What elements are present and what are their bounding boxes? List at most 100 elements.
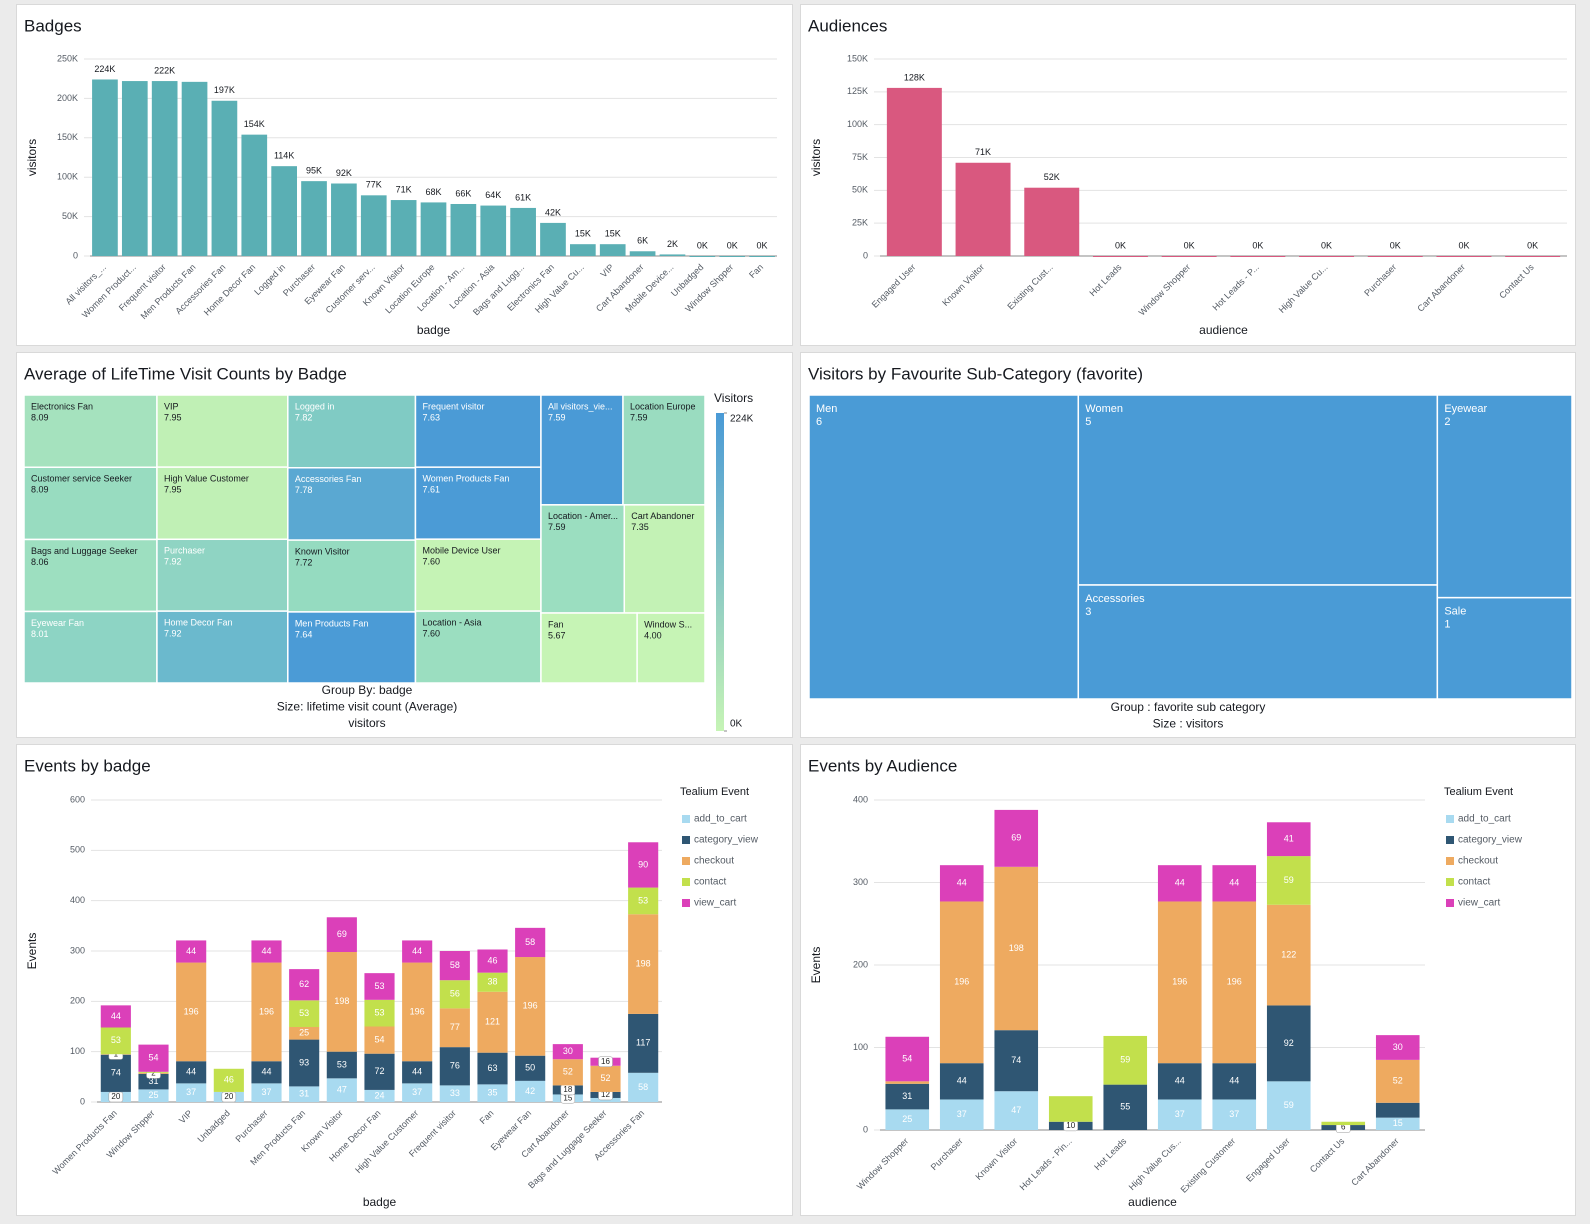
tile-value: 5 [1085, 416, 1091, 428]
tile-value: 7.78 [295, 485, 313, 495]
data-label: 44 [186, 1067, 196, 1077]
x-tick-label: Fan [478, 1108, 496, 1126]
data-label: 37 [957, 1109, 967, 1119]
tile [1436, 394, 1573, 599]
tile [1077, 584, 1439, 700]
bar [211, 100, 238, 256]
data-label: 128K [904, 72, 925, 82]
bar-segment [1157, 1099, 1202, 1130]
bar-segment [364, 1089, 395, 1102]
y-tick-label: 0 [73, 250, 78, 260]
tile-value: 7.95 [164, 485, 182, 495]
tile-label: Sale [1444, 606, 1466, 618]
tile [414, 394, 542, 468]
tile-value: 4.00 [644, 630, 662, 640]
data-label: 117 [636, 1038, 650, 1048]
bar-segment [364, 973, 395, 1000]
x-axis-label: audience [1128, 1195, 1177, 1209]
x-tick-label: Known Visitor [973, 1136, 1019, 1182]
bar [1092, 256, 1148, 257]
label-box [221, 1091, 237, 1103]
data-label: 68K [425, 187, 441, 197]
chart: Audiences 0 25K 50K 75K 100K 125K 150K visitors a… [808, 16, 1567, 337]
bar-segment [289, 969, 320, 1001]
bar-segment [885, 1081, 930, 1084]
legend-swatch [682, 899, 690, 907]
data-label: 0K [697, 240, 708, 250]
tile-label: Customer service Seeker [31, 474, 132, 484]
tile-value: 7.61 [422, 485, 440, 495]
bar-segment [939, 1063, 984, 1100]
bar [659, 254, 686, 256]
x-tick-label: Purchaser [234, 1108, 270, 1144]
bar-segment [402, 940, 433, 963]
x-tick-label: Bags and Luggage Seeker [526, 1108, 608, 1190]
data-label: 44 [412, 1067, 422, 1077]
data-label: 66K [455, 188, 471, 198]
y-tick-label: 0 [863, 250, 868, 260]
data-label: 53 [638, 895, 648, 905]
data-label: 25 [299, 1028, 309, 1038]
bar-segment [176, 1083, 207, 1102]
bar-segment [439, 1047, 470, 1086]
data-label: 58 [638, 1082, 648, 1092]
caption: Group : favorite sub category [1111, 700, 1266, 714]
tile-label: Accessories [1085, 593, 1145, 605]
bar-segment [1266, 904, 1311, 1006]
bar [151, 81, 178, 257]
bar-segment [138, 1089, 169, 1102]
tile-label: Location Europe [630, 401, 696, 411]
legend-swatch [1446, 899, 1454, 907]
bar-segment [628, 842, 659, 888]
data-label: 53 [337, 1059, 347, 1069]
x-tick-label: Contact Us [1308, 1136, 1347, 1175]
x-tick-label: Engaged User [1244, 1136, 1292, 1184]
bar [1299, 256, 1355, 257]
tile-label: Location - Asia [422, 617, 481, 627]
legend-label: category_view [694, 835, 759, 846]
bar [599, 244, 626, 256]
data-label: 44 [1229, 1076, 1239, 1086]
bar-segment [1212, 901, 1257, 1064]
tile-value: 2 [1444, 416, 1450, 428]
tile-label: Purchaser [164, 546, 205, 556]
legend-swatch [682, 857, 690, 865]
legend-title: Tealium Event [1444, 786, 1513, 798]
chart-title: Badges [24, 16, 82, 35]
bar-segment [552, 1044, 583, 1060]
x-tick-label: VIP [598, 262, 615, 279]
x-tick-label: Hot Leads - Pin... [1018, 1136, 1074, 1192]
bar [1230, 256, 1286, 257]
bar-segment [326, 917, 357, 953]
data-label: 6 [1341, 1123, 1346, 1132]
y-tick-label: 0 [863, 1124, 868, 1134]
tile-label: Electronics Fan [31, 401, 93, 411]
colorbar-label: 0K [730, 719, 743, 730]
bar [1024, 187, 1080, 256]
bar-segment [1266, 856, 1311, 905]
colorbar-label: 224K [730, 414, 754, 425]
legend-label: contact [1458, 877, 1490, 888]
legend-swatch [1446, 878, 1454, 886]
bar [271, 166, 297, 256]
data-label: 54 [902, 1053, 912, 1063]
data-label: 196 [954, 977, 969, 987]
panel: Badges 0 50K 100K 150K 200K 250K visitors badge A… [16, 4, 793, 346]
data-label: 31 [902, 1091, 912, 1101]
data-label: 44 [261, 1067, 271, 1077]
colorbar-title: Visitors [714, 391, 753, 405]
legend-swatch [682, 836, 690, 844]
y-tick-label: 150K [57, 132, 78, 142]
tile [23, 538, 158, 613]
data-label: 20 [111, 1092, 120, 1101]
bar-segment [477, 1052, 508, 1085]
data-label: 35 [487, 1088, 497, 1098]
data-label: 47 [337, 1085, 347, 1095]
y-tick-label: 200K [57, 93, 78, 103]
data-label: 222K [154, 65, 175, 75]
tile-value: 7.59 [548, 412, 566, 422]
bar-segment [439, 1085, 470, 1102]
colorbar [716, 413, 724, 731]
bar-segment [628, 914, 659, 1014]
tile-value: 7.92 [164, 629, 182, 639]
